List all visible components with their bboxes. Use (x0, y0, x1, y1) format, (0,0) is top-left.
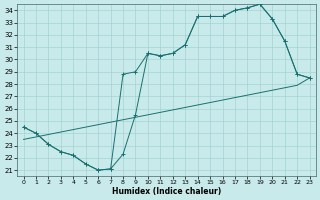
X-axis label: Humidex (Indice chaleur): Humidex (Indice chaleur) (112, 187, 221, 196)
